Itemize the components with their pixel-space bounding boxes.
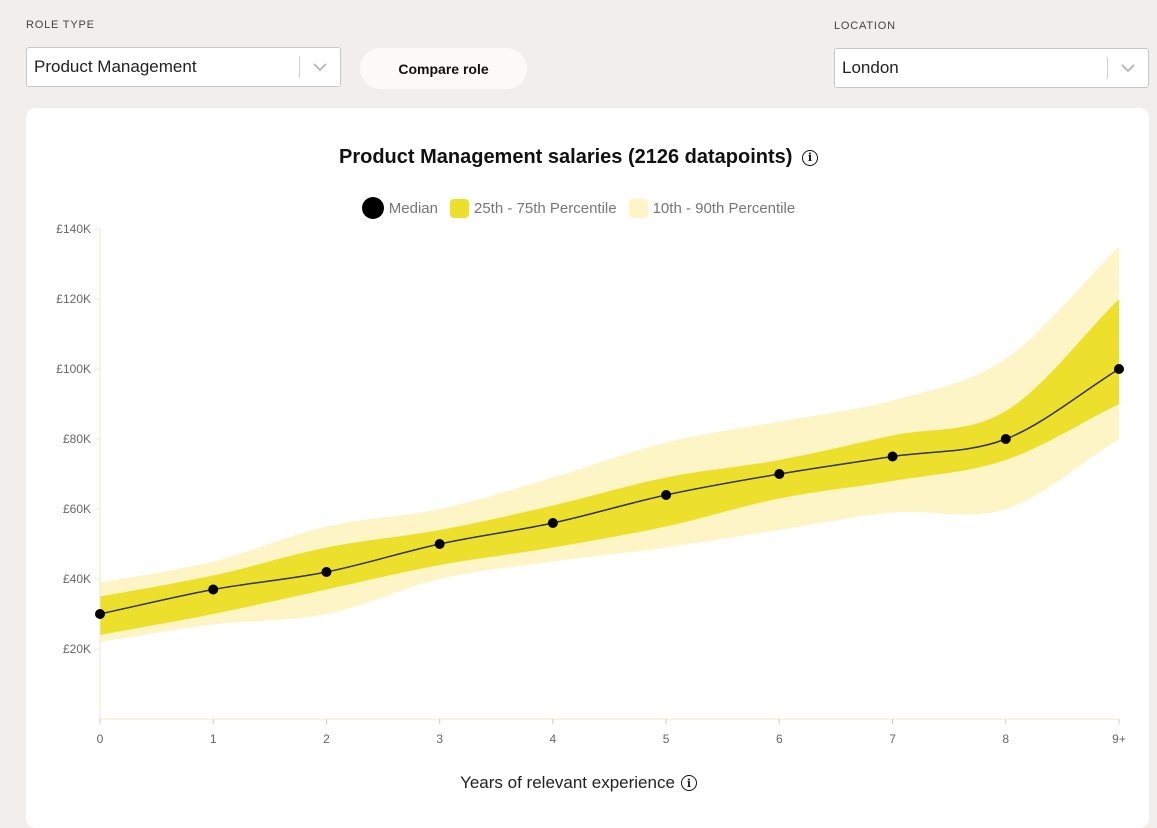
legend-label-median: Median [388,199,438,217]
select-separator [299,56,300,78]
median-point [1114,364,1124,374]
y-tick-label: £120K [56,292,91,306]
x-tick-label: 1 [210,732,217,746]
x-tick-label: 3 [436,732,443,746]
y-tick-label: £140K [56,222,91,236]
y-tick-label: £60K [63,502,91,516]
location-value: London [842,58,899,77]
x-tick-label: 2 [323,732,330,746]
x-tick-label: 4 [550,732,557,746]
chart-legend: Median 25th - 75th Percentile 10th - 90t… [0,197,1157,219]
y-tick-label: £80K [63,432,91,446]
median-point [887,451,898,462]
x-axis-title-row: Years of relevant experience i [0,773,1157,793]
median-point [95,609,105,619]
x-tick-label: 7 [889,732,896,746]
median-point [434,539,445,549]
median-line [99,368,1120,615]
legend-swatch-median [361,197,384,219]
compare-role-button[interactable]: Compare role [360,48,527,89]
legend-item-median[interactable]: Median [361,197,438,219]
role-type-select[interactable]: Product Management [26,47,341,87]
info-icon[interactable]: i [802,149,819,166]
legend-swatch-decile [628,198,648,218]
salary-chart: £20K £40K £60K £80K £100K £120K £140K 0 1 2 3 4 5 6 7 8… [56,222,1126,746]
role-type-value: Product Management [34,57,197,76]
role-type-label: ROLE TYPE [26,19,95,31]
y-tick-label: £20K [63,642,91,656]
legend-item-decile[interactable]: 10th - 90th Percentile [628,197,796,219]
chart-title: Product Management salaries (2126 datapo… [338,146,793,168]
legend-item-iqr[interactable]: 25th - 75th Percentile [450,197,617,219]
x-tick-label: 9+ [1112,732,1126,746]
location-select[interactable]: London [834,48,1149,88]
y-tick-label: £40K [63,572,91,586]
legend-label-iqr: 25th - 75th Percentile [474,199,617,217]
location-label: LOCATION [834,20,896,32]
legend-swatch-iqr [450,198,469,218]
legend-label-decile: 10th - 90th Percentile [652,199,796,217]
median-point [321,567,332,577]
median-point [208,584,219,595]
median-point [547,518,558,528]
percentile-25-75-band [100,299,1119,635]
chevron-down-icon[interactable] [1108,63,1148,73]
info-icon[interactable]: i [680,775,697,791]
median-point [661,490,672,500]
median-point [1000,434,1011,444]
select-separator [1107,57,1108,79]
x-tick-label: 8 [1002,732,1009,746]
y-tick-label: £100K [56,362,91,376]
x-tick-label: 0 [97,732,104,746]
chart-title-row: Product Management salaries (2126 datapo… [0,146,1157,169]
x-axis-title: Years of relevant experience [460,773,675,792]
x-tick-label: 6 [776,732,783,746]
x-tick-label: 5 [663,732,670,746]
median-point [774,469,785,479]
chevron-down-icon[interactable] [300,62,340,72]
